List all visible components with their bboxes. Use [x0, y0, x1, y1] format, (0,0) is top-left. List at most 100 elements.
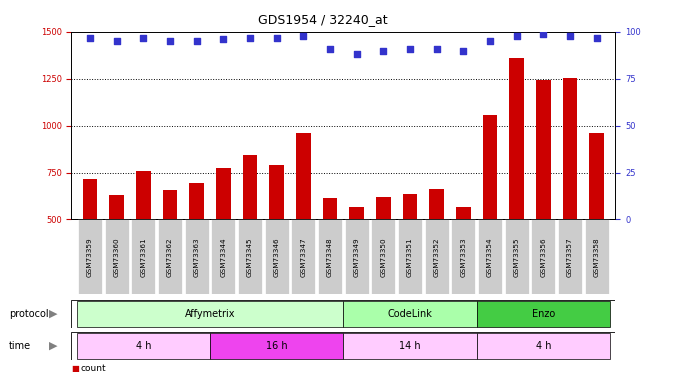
Text: GSM73345: GSM73345 [247, 237, 253, 277]
FancyBboxPatch shape [452, 219, 475, 294]
Text: GSM73357: GSM73357 [567, 237, 573, 277]
FancyBboxPatch shape [131, 219, 156, 294]
FancyBboxPatch shape [318, 219, 342, 294]
Point [271, 34, 282, 40]
Text: GSM73355: GSM73355 [513, 237, 520, 277]
Bar [190, 183, 204, 219]
Bar [509, 58, 524, 219]
FancyBboxPatch shape [77, 333, 210, 358]
Point [352, 51, 362, 57]
Point [592, 34, 602, 40]
Point [431, 46, 442, 52]
Point [538, 31, 549, 37]
Bar [83, 179, 97, 219]
Bar [536, 80, 551, 219]
Bar [296, 133, 311, 219]
Point [245, 34, 256, 40]
FancyBboxPatch shape [158, 219, 182, 294]
FancyBboxPatch shape [477, 302, 610, 327]
Point [191, 38, 202, 44]
Point [324, 46, 335, 52]
Text: count: count [80, 364, 106, 373]
FancyBboxPatch shape [343, 302, 477, 327]
Point [298, 33, 309, 39]
FancyBboxPatch shape [531, 219, 556, 294]
FancyBboxPatch shape [238, 219, 262, 294]
Text: ▶: ▶ [49, 341, 57, 351]
Bar [350, 207, 364, 219]
Text: 4 h: 4 h [536, 341, 551, 351]
Text: GSM73353: GSM73353 [460, 237, 466, 277]
Point [564, 33, 575, 39]
Text: time: time [9, 341, 31, 351]
Text: Affymetrix: Affymetrix [185, 309, 235, 319]
FancyBboxPatch shape [558, 219, 582, 294]
Bar [136, 171, 151, 219]
Bar [376, 197, 391, 219]
Bar [429, 189, 444, 219]
FancyBboxPatch shape [210, 333, 343, 358]
Text: GSM73363: GSM73363 [194, 237, 200, 277]
Text: GSM73348: GSM73348 [327, 237, 333, 277]
Bar [109, 195, 124, 219]
FancyBboxPatch shape [211, 219, 235, 294]
FancyBboxPatch shape [371, 219, 395, 294]
FancyBboxPatch shape [398, 219, 422, 294]
FancyBboxPatch shape [478, 219, 502, 294]
Text: 14 h: 14 h [399, 341, 421, 351]
Bar [563, 78, 577, 219]
Point [405, 46, 415, 52]
Point [84, 34, 95, 40]
Text: GSM73346: GSM73346 [274, 237, 279, 277]
Bar [403, 194, 418, 219]
Text: ▶: ▶ [49, 309, 57, 319]
Text: GSM73344: GSM73344 [220, 237, 226, 277]
Text: GSM73354: GSM73354 [487, 237, 493, 277]
Text: CodeLink: CodeLink [388, 309, 432, 319]
Text: GSM73358: GSM73358 [594, 237, 600, 277]
Point [485, 38, 496, 44]
Text: 16 h: 16 h [266, 341, 288, 351]
Point [112, 38, 122, 44]
Text: Enzo: Enzo [532, 309, 555, 319]
Bar [456, 207, 471, 219]
Text: GSM73350: GSM73350 [380, 237, 386, 277]
FancyBboxPatch shape [77, 302, 343, 327]
Text: GDS1954 / 32240_at: GDS1954 / 32240_at [258, 13, 388, 26]
Text: GSM73361: GSM73361 [140, 237, 146, 277]
Bar [590, 133, 604, 219]
FancyBboxPatch shape [71, 300, 615, 328]
FancyBboxPatch shape [78, 219, 102, 294]
Point [458, 48, 469, 54]
Text: GSM73347: GSM73347 [301, 237, 307, 277]
FancyBboxPatch shape [71, 332, 615, 360]
Text: GSM73362: GSM73362 [167, 237, 173, 277]
Bar [269, 165, 284, 219]
Point [165, 38, 175, 44]
Text: GSM73360: GSM73360 [114, 237, 120, 277]
FancyBboxPatch shape [105, 219, 129, 294]
FancyBboxPatch shape [585, 219, 609, 294]
Point [138, 34, 149, 40]
FancyBboxPatch shape [345, 219, 369, 294]
Bar [323, 198, 337, 219]
FancyBboxPatch shape [425, 219, 449, 294]
Text: GSM73351: GSM73351 [407, 237, 413, 277]
FancyBboxPatch shape [505, 219, 529, 294]
Text: protocol: protocol [9, 309, 48, 319]
FancyBboxPatch shape [477, 333, 610, 358]
Text: GSM73359: GSM73359 [87, 237, 93, 277]
Text: GSM73352: GSM73352 [434, 237, 440, 277]
Text: ■: ■ [71, 364, 80, 373]
Bar [483, 116, 497, 219]
Bar [243, 154, 258, 219]
FancyBboxPatch shape [343, 333, 477, 358]
Text: GSM73349: GSM73349 [354, 237, 360, 277]
FancyBboxPatch shape [265, 219, 289, 294]
Point [378, 48, 389, 54]
Text: GSM73356: GSM73356 [541, 237, 547, 277]
FancyBboxPatch shape [185, 219, 209, 294]
Bar [216, 168, 231, 219]
FancyBboxPatch shape [292, 219, 316, 294]
Point [218, 36, 229, 42]
